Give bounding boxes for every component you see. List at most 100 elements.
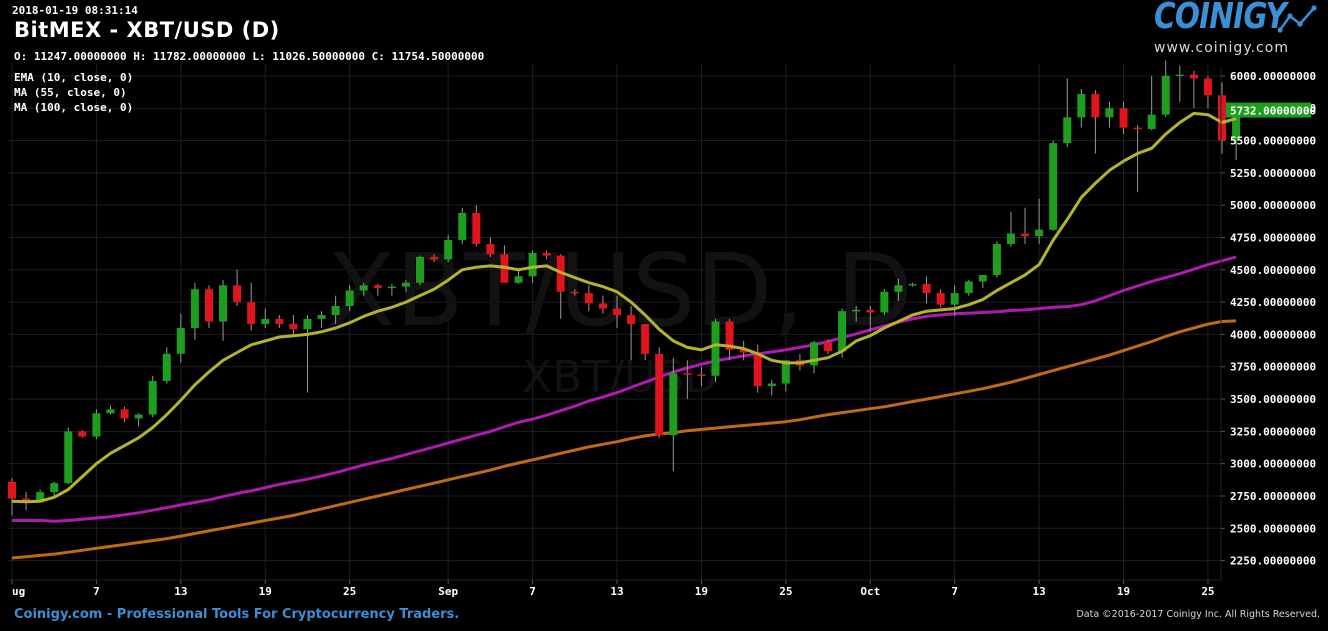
candle [669, 357, 678, 472]
candle [176, 313, 185, 363]
candle [1133, 125, 1142, 193]
x-tick-label: 7 [529, 585, 536, 598]
candle [1049, 140, 1058, 232]
candle [359, 282, 368, 296]
y-tick-label: 5500.00000000 [1230, 135, 1316, 148]
candle [1063, 78, 1072, 148]
candle [289, 315, 298, 335]
candle-body [275, 318, 284, 325]
ma100-path [11, 319, 1237, 560]
candle-body [1021, 233, 1030, 237]
candle-body [838, 311, 847, 352]
candle-body [584, 293, 593, 304]
candle-body [1175, 74, 1184, 77]
candle [78, 430, 87, 438]
candle [472, 205, 481, 247]
candle-body [1091, 94, 1100, 118]
candle-body [1035, 229, 1044, 237]
candle-body [613, 308, 622, 316]
candle [331, 295, 340, 325]
y-tick-label: 2750.00000000 [1230, 490, 1316, 503]
candle-body [866, 309, 875, 313]
candle-body [528, 252, 537, 277]
footer-copyright: Data ©2016-2017 Coinigy Inc. All Rights … [1076, 609, 1320, 620]
candle [430, 254, 439, 263]
candle-body [824, 342, 833, 352]
candle [1147, 75, 1156, 131]
candle [275, 315, 284, 328]
candle [458, 207, 467, 244]
indicator-ma100: MA (100, close, 0) [14, 101, 134, 114]
x-tick-label: 25 [1201, 585, 1214, 598]
candle-body [753, 352, 762, 387]
candle [908, 282, 917, 287]
candle-body [458, 212, 467, 241]
candle [950, 285, 959, 317]
candle [809, 340, 818, 374]
candle [486, 237, 495, 257]
x-tick-label: ug [12, 585, 25, 598]
candle [416, 255, 425, 286]
candle [247, 282, 256, 331]
y-tick-label: 3000.00000000 [1230, 458, 1316, 471]
candlestick-series [8, 60, 1241, 516]
candle [1105, 101, 1114, 128]
candle-body [204, 289, 213, 322]
candle [1189, 70, 1198, 109]
x-tick-label: 19 [1117, 585, 1130, 598]
candle-body [261, 318, 270, 325]
candle [303, 315, 312, 393]
candle [444, 234, 453, 263]
candle-body [570, 291, 579, 294]
candle-body [781, 360, 790, 384]
grid-lines [8, 63, 1221, 580]
candle-body [162, 353, 171, 381]
candle [514, 269, 523, 285]
candle [641, 324, 650, 361]
candle-body [725, 321, 734, 350]
y-tick-label: 5250.00000000 [1230, 167, 1316, 180]
candle-body [219, 285, 228, 322]
candle-body [472, 212, 481, 244]
candle [345, 285, 354, 312]
candle [978, 274, 987, 288]
candle-body [78, 431, 87, 437]
chart-title: BitMEX - XBT/USD (D) [14, 18, 280, 42]
y-tick-label: 6000.00000000 [1230, 70, 1316, 83]
candle-body [514, 276, 523, 283]
candle-body [1105, 108, 1114, 118]
y-tick-label: 2500.00000000 [1230, 522, 1316, 535]
candle-body [303, 318, 312, 330]
x-tick-label: Oct [860, 585, 880, 598]
candle [1119, 101, 1128, 135]
candle-body [1161, 75, 1170, 115]
candle-body [1133, 127, 1142, 130]
candle-body [880, 291, 889, 313]
watermark-small: XBT/USD [522, 352, 718, 403]
candle-body [1147, 114, 1156, 129]
candle-body [1006, 233, 1015, 244]
candle-body [767, 383, 776, 387]
candle-body [627, 315, 636, 325]
candle [824, 339, 833, 354]
candle [1091, 90, 1100, 154]
chart-line-icon [1278, 5, 1317, 33]
candle [401, 280, 410, 292]
y-axis-labels: 2250.00000000 2500.00000000 2750.00000000 3… [1221, 70, 1316, 568]
candle-body [233, 285, 242, 303]
y-tick-label: 2250.00000000 [1230, 555, 1316, 568]
candle [627, 305, 636, 361]
candle [162, 347, 171, 384]
candle-body [387, 286, 396, 289]
candle [711, 318, 720, 383]
x-tick-label: 25 [343, 585, 356, 598]
y-tick-label: 3750.00000000 [1230, 361, 1316, 374]
candle-body [936, 293, 945, 305]
footer-tagline[interactable]: Coinigy.com - Professional Tools For Cry… [14, 607, 460, 622]
candle [739, 340, 748, 361]
candle-body [331, 305, 340, 316]
candle [922, 276, 931, 304]
x-tick-label: 13 [610, 585, 623, 598]
candle-body [36, 492, 45, 503]
